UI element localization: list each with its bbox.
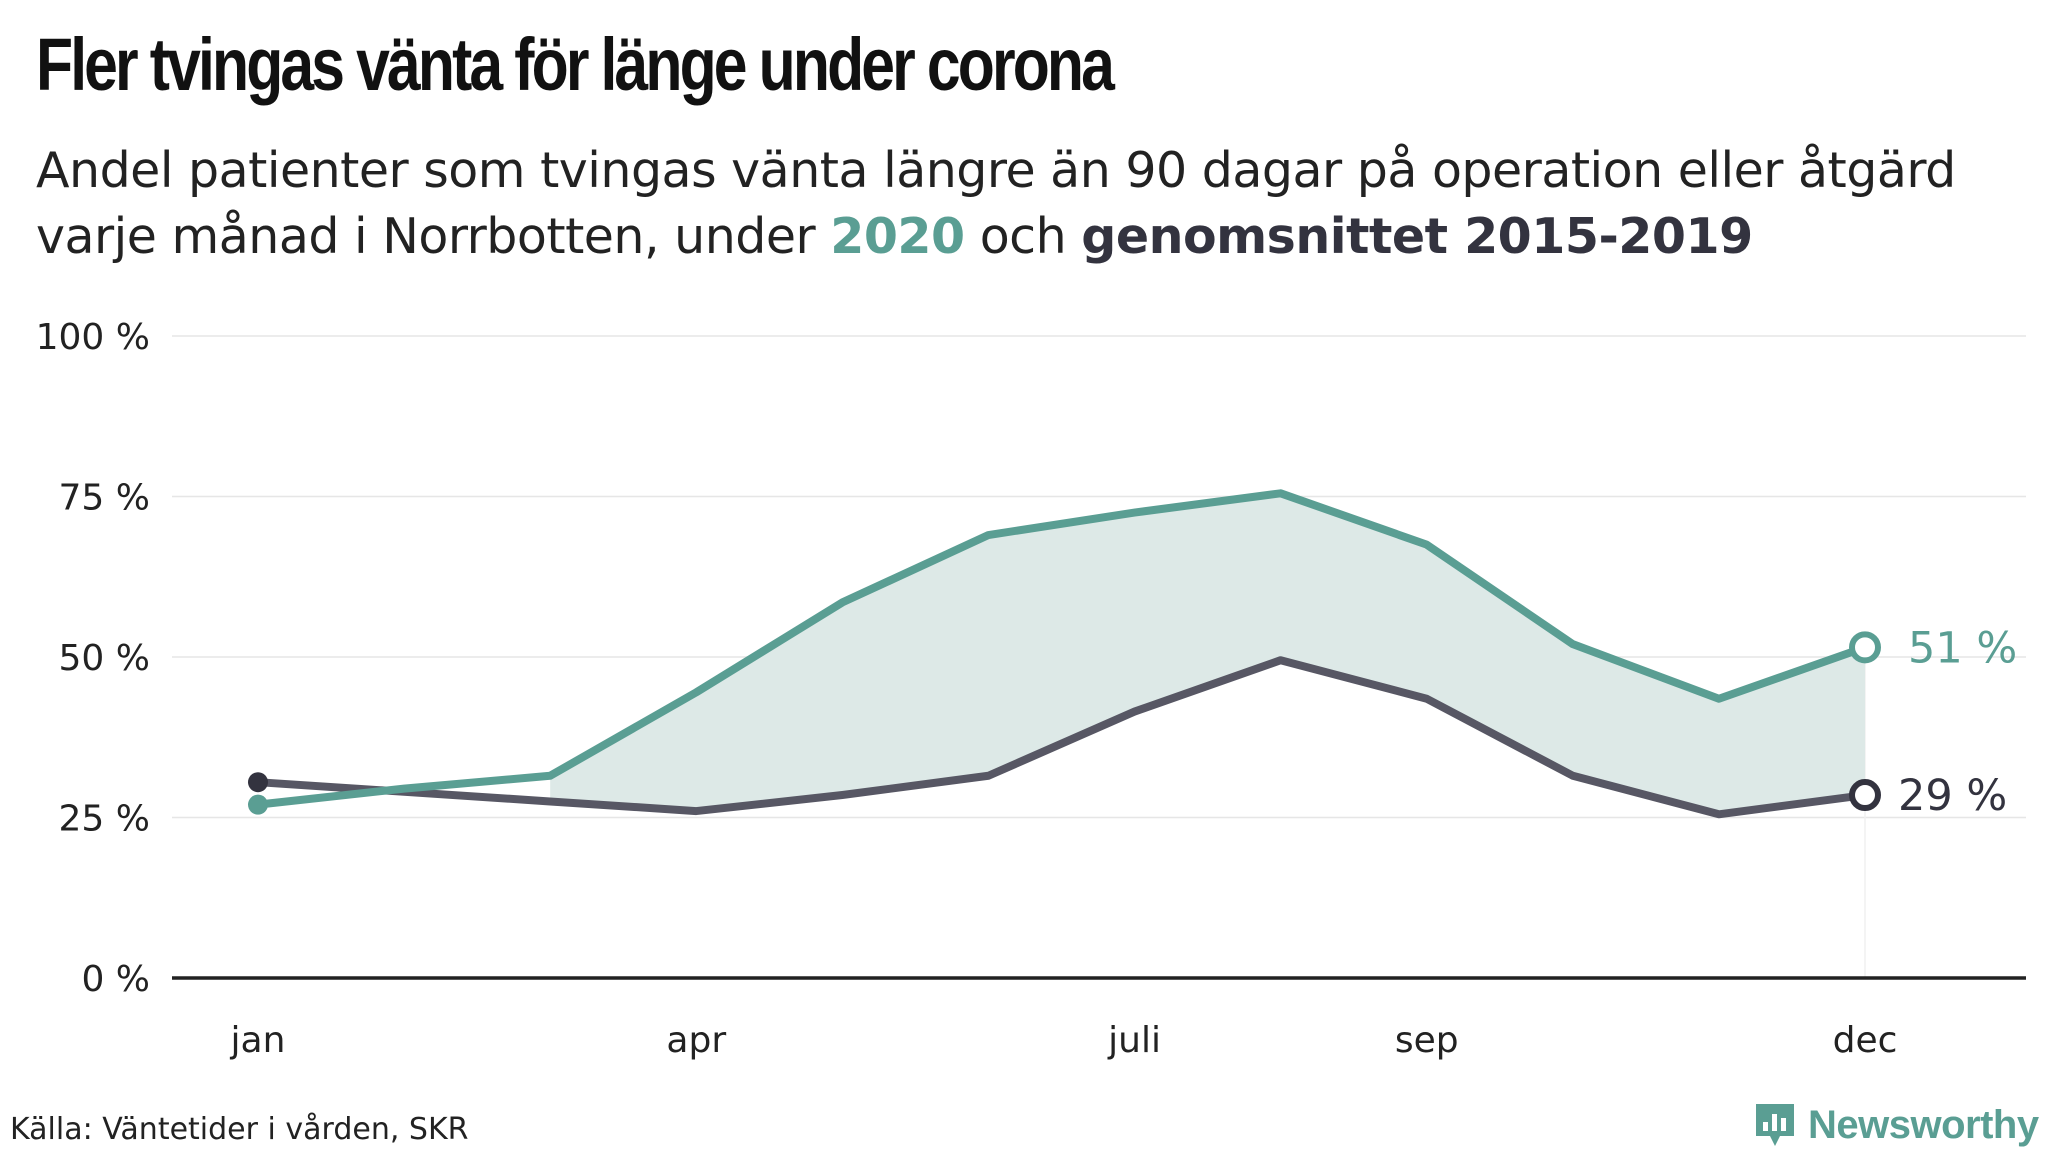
logo-text: Newsworthy [1808,1102,2039,1147]
subtitle-highlight-2020: 2020 [830,208,965,265]
y-tick-label: 25 % [59,799,150,840]
x-tick-label: dec [1833,1020,1898,1061]
start-point-2020 [248,794,268,815]
x-tick-label: juli [1107,1020,1161,1061]
y-tick-label: 50 % [59,638,150,679]
end-point-2020 [1849,631,1881,664]
subtitle-highlight-average: genomsnittet 2015-2019 [1081,208,1753,265]
axis-layer: 0 % 25 % 50 % 75 % 100 % jan apr juli sep dec [36,317,2026,1061]
y-tick-label: 0 % [81,959,150,1000]
series-layer [248,489,1881,819]
label-layer: 51 % 29 % [1898,623,2017,821]
area-difference [550,493,1865,815]
series-line-2020 [254,489,1869,809]
end-label-2020: 51 % [1908,623,2017,673]
subtitle-text-part2: och [964,208,1082,265]
chart-title: Fler tvingas vänta för länge under coron… [36,23,1115,106]
y-tick-label: 100 % [36,317,150,358]
newsworthy-bar-chart-icon [1756,1104,1794,1146]
start-point-average [248,772,268,793]
fill-layer [550,493,1865,815]
end-point-average [1849,779,1881,812]
x-tick-label: apr [666,1020,726,1061]
x-tick-label: sep [1395,1020,1459,1061]
x-tick-label: jan [230,1020,286,1061]
source-note: Källa: Väntetider i vården, SKR [10,1112,469,1147]
end-label-average: 29 % [1898,771,2007,821]
newsworthy-logo: Newsworthy [1752,1100,2039,1150]
subtitle-text-part1: Andel patienter som tvingas vänta längre… [36,142,1956,265]
y-tick-label: 75 % [59,478,150,519]
series-line-average [254,656,1869,819]
chart-subtitle: Andel patienter som tvingas vänta längre… [36,138,2036,270]
